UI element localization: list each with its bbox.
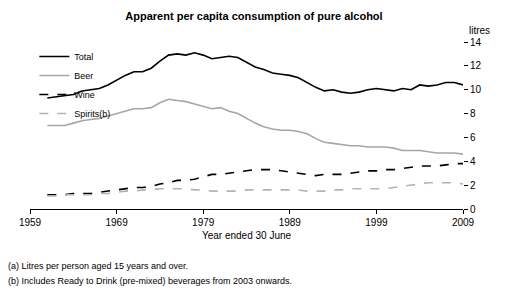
svg-text:1989: 1989 xyxy=(279,217,302,228)
svg-text:1969: 1969 xyxy=(105,217,128,228)
svg-text:Wine: Wine xyxy=(74,90,95,100)
svg-text:(b) Includes Ready to Drink (p: (b) Includes Ready to Drink (pre-mixed) … xyxy=(8,276,292,286)
svg-text:8: 8 xyxy=(470,108,476,119)
svg-text:0: 0 xyxy=(470,204,476,215)
svg-text:Apparent per capita consumptio: Apparent per capita consumption of pure … xyxy=(125,10,382,22)
svg-text:Total: Total xyxy=(74,52,93,62)
svg-text:Beer: Beer xyxy=(74,71,93,81)
svg-text:10: 10 xyxy=(470,84,482,95)
svg-text:Spirits(b): Spirits(b) xyxy=(74,109,110,119)
svg-text:1979: 1979 xyxy=(192,217,215,228)
svg-text:litres: litres xyxy=(469,25,490,36)
svg-text:14: 14 xyxy=(470,37,482,48)
svg-text:2: 2 xyxy=(470,180,476,191)
svg-text:4: 4 xyxy=(470,156,476,167)
svg-text:(a) Litres per person aged 15: (a) Litres per person aged 15 years and … xyxy=(8,261,188,271)
svg-text:1999: 1999 xyxy=(365,217,388,228)
svg-text:Year ended 30 June: Year ended 30 June xyxy=(202,230,292,241)
svg-text:1959: 1959 xyxy=(19,217,42,228)
svg-text:2009: 2009 xyxy=(452,217,475,228)
svg-text:12: 12 xyxy=(470,60,482,71)
svg-text:6: 6 xyxy=(470,132,476,143)
